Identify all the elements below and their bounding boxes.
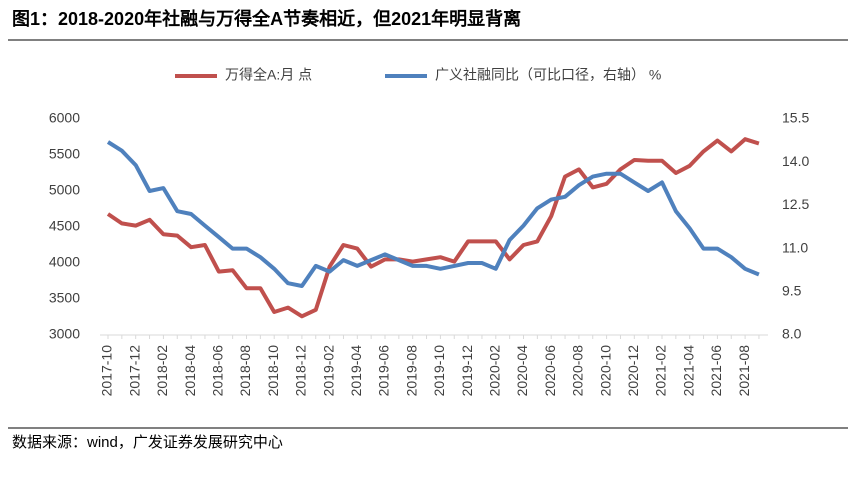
series-line bbox=[106, 140, 760, 288]
y-tick-label: 6000 bbox=[49, 110, 80, 126]
x-tick-label: 2017-12 bbox=[126, 345, 142, 397]
x-tick-label: 2018-06 bbox=[210, 345, 226, 397]
y-tick-label: 4500 bbox=[49, 218, 80, 234]
x-tick-label: 2020-06 bbox=[542, 345, 558, 397]
y-tick-label: 3000 bbox=[49, 326, 80, 342]
x-tick-label: 2017-10 bbox=[99, 345, 115, 397]
x-tick-label: 2019-02 bbox=[320, 345, 336, 397]
legend-label: 广义社融同比（可比口径，右轴） % bbox=[435, 67, 661, 83]
x-tick-label: 2018-12 bbox=[293, 345, 309, 397]
x-tick-label: 2020-04 bbox=[514, 345, 530, 397]
y-tick-label: 5500 bbox=[49, 146, 80, 162]
x-tick-label: 2019-04 bbox=[348, 345, 364, 397]
y2-tick-label: 9.5 bbox=[782, 283, 802, 299]
x-tick-label: 2020-12 bbox=[625, 345, 641, 397]
x-tick-label: 2018-10 bbox=[265, 345, 281, 397]
chart-title: 图1：2018-2020年社融与万得全A节奏相近，但2021年明显背离 bbox=[12, 8, 521, 29]
x-tick-label: 2018-04 bbox=[182, 345, 198, 397]
x-tick-label: 2018-02 bbox=[154, 345, 170, 397]
legend-label: 万得全A:月 点 bbox=[225, 67, 312, 83]
x-tick-label: 2019-12 bbox=[459, 345, 475, 397]
y2-tick-label: 14.0 bbox=[782, 153, 809, 169]
y2-tick-label: 12.5 bbox=[782, 196, 809, 212]
y-tick-label: 4000 bbox=[49, 254, 80, 270]
x-tick-label: 2021-02 bbox=[653, 345, 669, 397]
y2-tick-label: 8.0 bbox=[782, 326, 802, 342]
series-line bbox=[106, 137, 760, 319]
y-tick-label: 5000 bbox=[49, 182, 80, 198]
y2-tick-label: 11.0 bbox=[782, 239, 808, 255]
source: 数据来源：wind，广发证券发展研究中心 bbox=[12, 434, 283, 451]
x-tick-label: 2020-02 bbox=[487, 345, 503, 397]
x-tick-label: 2019-06 bbox=[376, 345, 392, 397]
y2-tick-label: 15.5 bbox=[782, 110, 809, 126]
x-tick-label: 2019-10 bbox=[431, 345, 447, 397]
x-tick-label: 2019-08 bbox=[403, 345, 419, 397]
y-tick-label: 3500 bbox=[49, 290, 80, 306]
x-tick-label: 2021-08 bbox=[736, 345, 752, 397]
x-tick-label: 2020-10 bbox=[597, 345, 613, 397]
x-tick-label: 2021-06 bbox=[708, 345, 724, 397]
x-tick-label: 2020-08 bbox=[570, 345, 586, 397]
x-tick-label: 2018-08 bbox=[237, 345, 253, 397]
x-tick-label: 2021-04 bbox=[680, 345, 696, 397]
